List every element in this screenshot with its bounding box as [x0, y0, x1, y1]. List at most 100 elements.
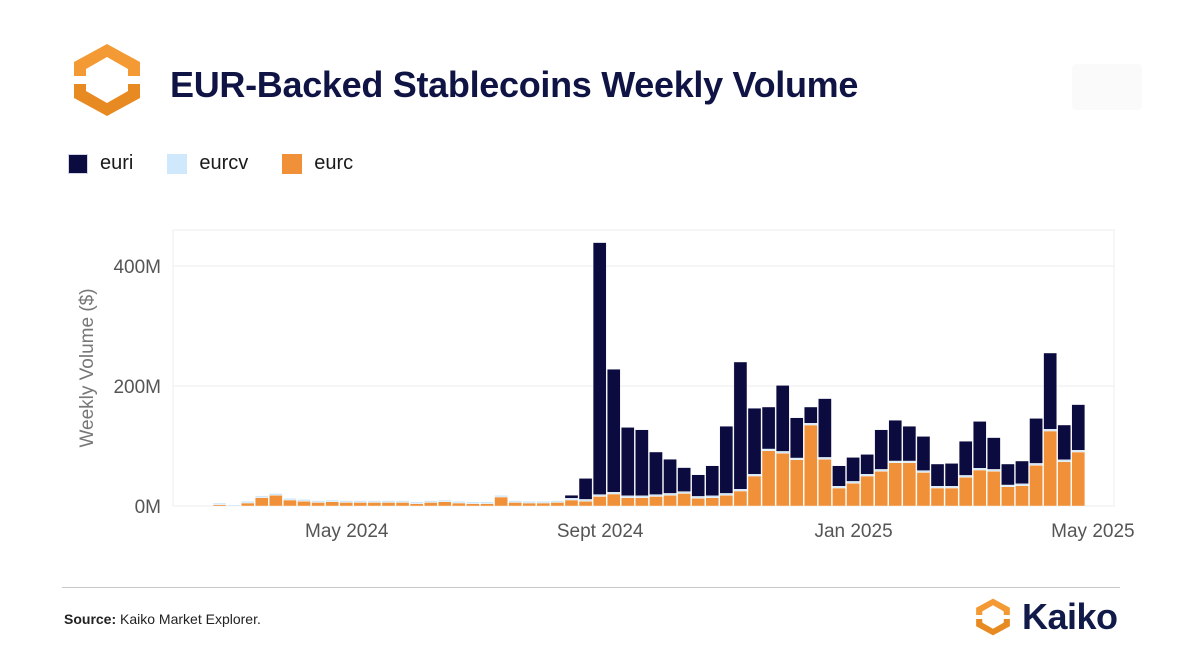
bar-eurcv — [733, 489, 748, 492]
bar-eurc — [804, 424, 818, 507]
bar-euri — [987, 437, 1001, 470]
bar-eurc — [395, 502, 410, 507]
bar-euri — [1057, 424, 1071, 460]
bar-eurcv — [1029, 463, 1043, 466]
bar-euri — [916, 436, 931, 471]
bar-eurc — [1057, 461, 1071, 507]
bar-eurc — [508, 502, 522, 507]
bar-eurc — [663, 495, 677, 507]
legend-swatch-eurc — [282, 153, 303, 174]
bar-euri — [747, 408, 762, 475]
y-tick-label: 0M — [135, 497, 161, 518]
bar-eurcv — [480, 501, 494, 504]
bar-euri — [973, 421, 987, 469]
bar-eurc — [733, 490, 748, 507]
bar-euri — [606, 369, 621, 493]
bar-eurcv — [226, 504, 241, 507]
x-tick-label: Sept 2024 — [557, 521, 644, 542]
bar-eurc — [367, 502, 382, 507]
bar-eurc — [930, 487, 945, 507]
bar-euri — [635, 429, 649, 496]
bar-eurcv — [944, 486, 959, 489]
bar-eurc — [649, 496, 663, 507]
source-label: Source: — [64, 611, 117, 627]
bar-eurc — [578, 501, 593, 507]
bar-eurcv — [466, 501, 480, 504]
bar-euri — [719, 426, 734, 494]
bar-eurcv — [790, 457, 804, 460]
bar-eurc — [987, 471, 1001, 507]
bar-eurcv — [381, 500, 396, 503]
bar-eurc — [255, 497, 269, 507]
bar-euri — [578, 478, 593, 500]
legend-item-eurc[interactable]: eurc — [282, 152, 353, 175]
legend-label-eurc: eurc — [314, 152, 354, 174]
bar-eurc — [677, 493, 691, 507]
bar-eurc — [606, 493, 621, 507]
bar-euri — [1029, 418, 1043, 464]
x-tick-label: May 2025 — [1051, 521, 1134, 542]
bar-euri — [888, 420, 903, 462]
legend-item-eurcv[interactable]: eurcv — [167, 152, 248, 175]
bar-eurc — [311, 502, 325, 507]
bar-eurcv — [719, 493, 734, 496]
legend-swatch-eurcv — [167, 153, 188, 174]
bar-eurc — [564, 499, 579, 507]
bar-eurc — [423, 502, 438, 507]
bar-euri — [761, 406, 776, 450]
bar-euri — [860, 454, 874, 475]
bar-eurcv — [592, 494, 607, 497]
bar-eurcv — [536, 501, 551, 504]
y-tick-label: 400M — [113, 257, 161, 278]
bar-eurcv — [240, 501, 255, 504]
legend-swatch-euri — [68, 153, 88, 174]
bar-eurcv — [987, 469, 1001, 472]
bar-eurc — [353, 502, 368, 507]
bar-eurc — [1001, 486, 1015, 507]
bar-eurc — [916, 472, 931, 507]
bar-eurc — [438, 501, 452, 507]
bar-eurcv — [902, 460, 917, 463]
bar-euri — [564, 495, 579, 499]
bar-eurc — [1043, 430, 1057, 507]
bar-eurc — [550, 502, 565, 507]
bar-euri — [677, 467, 691, 492]
bar-eurc — [1029, 465, 1043, 507]
bar-euri — [874, 429, 888, 470]
bar-eurc — [283, 499, 297, 507]
bar-eurc — [452, 502, 466, 507]
bar-eurc — [592, 496, 607, 507]
bar-eurcv — [550, 500, 565, 503]
legend-item-euri[interactable]: euri — [68, 152, 133, 175]
bar-eurc — [480, 503, 494, 507]
bar-eurcv — [367, 500, 382, 503]
bar-eurcv — [958, 475, 973, 478]
bar-eurcv — [297, 499, 311, 502]
legend-label-euri: euri — [100, 152, 134, 174]
bar-eurc — [818, 459, 832, 507]
bar-eurcv — [494, 495, 508, 498]
bar-euri — [621, 427, 635, 496]
bar-eurc — [790, 459, 804, 507]
bar-eurcv — [522, 501, 536, 504]
bar-eurcv — [832, 486, 846, 489]
bar-eurcv — [578, 499, 593, 502]
bar-eurcv — [212, 502, 227, 505]
bar-euri — [691, 474, 705, 497]
bar-eurc — [846, 483, 860, 507]
bar-eurc — [832, 487, 846, 507]
bar-eurcv — [775, 451, 790, 454]
bar-eurc — [240, 502, 255, 507]
bar-euri — [930, 463, 945, 487]
bar-eurc — [409, 503, 424, 507]
kaiko-footer-logo-icon — [976, 598, 1010, 636]
bar-eurc — [297, 501, 311, 507]
bar-eurcv — [339, 500, 353, 503]
bar-eurcv — [621, 495, 635, 498]
bar-euri — [902, 426, 917, 462]
bar-eurc — [944, 487, 959, 507]
bar-eurcv — [1015, 483, 1029, 486]
x-tick-label: May 2024 — [305, 521, 389, 542]
bar-eurc — [958, 477, 973, 507]
bar-euri — [705, 465, 720, 496]
